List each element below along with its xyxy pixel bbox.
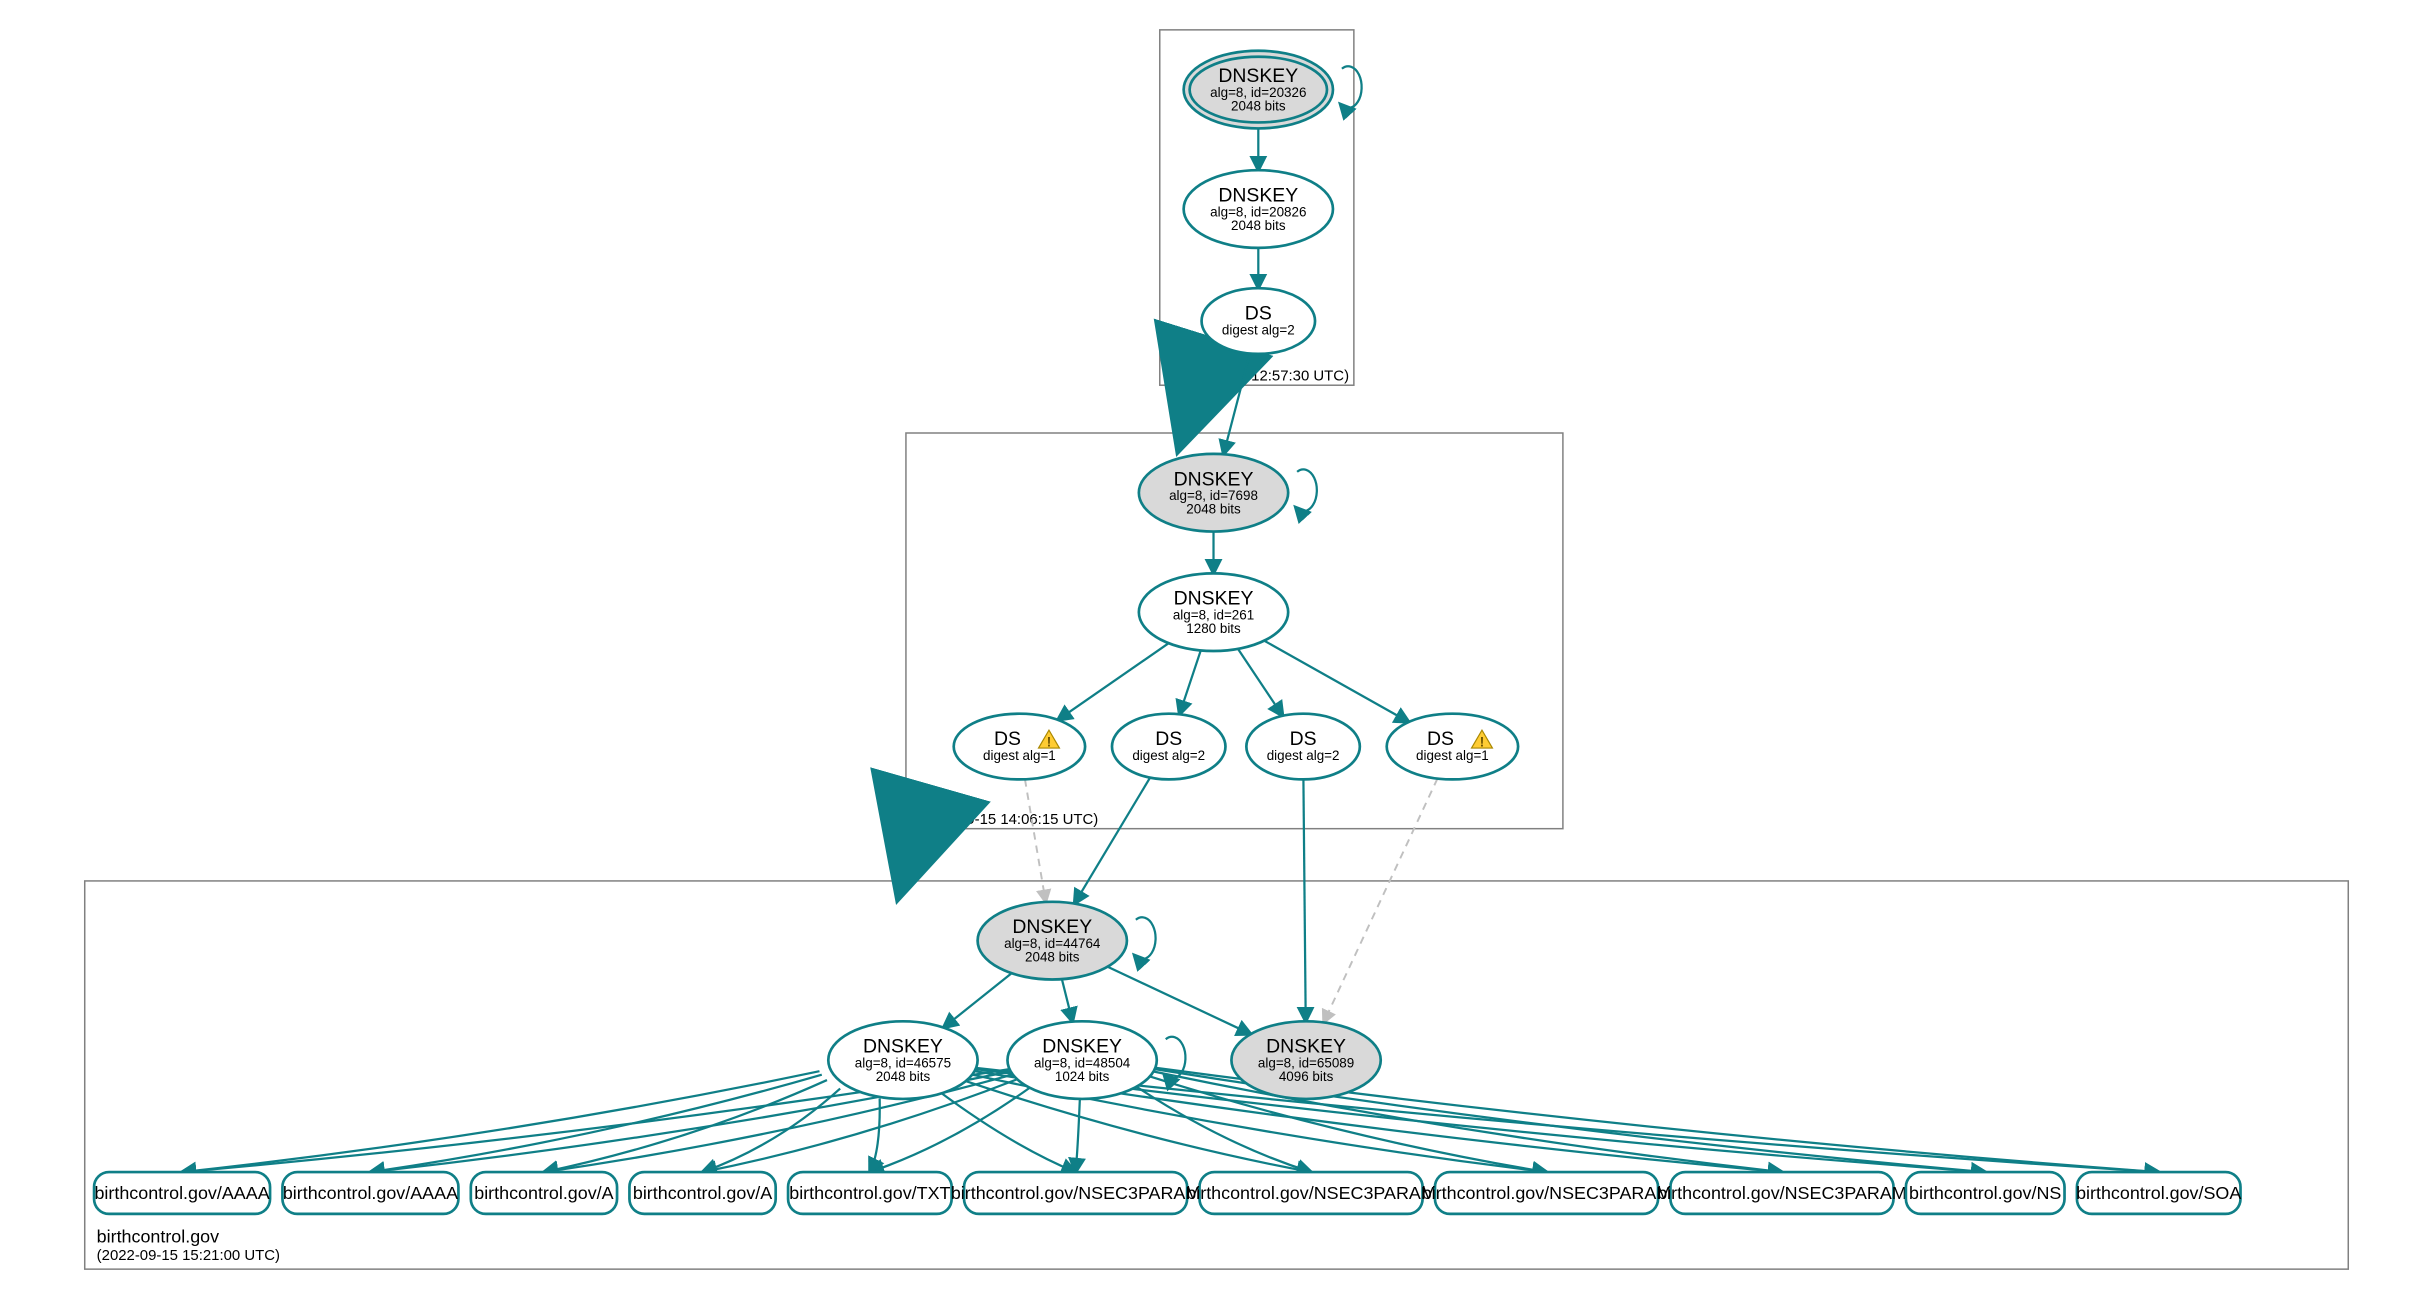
node-title: DNSKEY: [1218, 185, 1298, 207]
rrset-l8: birthcontrol.gov/NSEC3PARAM: [1657, 1172, 1906, 1214]
rrset-l2: birthcontrol.gov/A: [471, 1172, 617, 1214]
node-detail: digest alg=1: [1416, 748, 1489, 763]
node-detail: 2048 bits: [876, 1069, 931, 1084]
rrset-label: birthcontrol.gov/NS: [1909, 1183, 2061, 1203]
edge: [1058, 643, 1169, 720]
rrset-l1: birthcontrol.gov/AAAA: [282, 1172, 458, 1214]
self-sign-loop: [1134, 917, 1155, 959]
zone-timestamp: (2022-09-15 14:06:15 UTC): [915, 811, 1098, 828]
node-title: DNSKEY: [1012, 916, 1092, 938]
dnssec-diagram: .(2022-09-15 12:57:30 UTC)gov(2022-09-15…: [0, 0, 2433, 1299]
zone-label: birthcontrol.gov: [97, 1226, 219, 1246]
zone-delegation-arrow: [1184, 385, 1199, 433]
rrset-l5: birthcontrol.gov/NSEC3PARAM: [951, 1172, 1200, 1214]
edge: [1264, 641, 1409, 722]
node-title: DNSKEY: [1042, 1036, 1122, 1058]
self-sign-loop: [1340, 66, 1361, 108]
node-gov-ds4: DSdigest alg=1!: [1387, 714, 1518, 780]
node-gov-zsk: DNSKEYalg=8, id=2611280 bits: [1139, 573, 1288, 651]
edge: [1238, 649, 1283, 716]
node-title: DS: [1155, 728, 1182, 750]
zone-label: gov: [915, 790, 944, 810]
node-title: DS: [1427, 728, 1454, 750]
node-root-ds: DSdigest alg=2: [1202, 288, 1315, 354]
rrset-l6: birthcontrol.gov/NSEC3PARAM: [1186, 1172, 1435, 1214]
node-detail: 2048 bits: [1025, 950, 1080, 965]
rrset-label: birthcontrol.gov/AAAA: [94, 1183, 269, 1203]
node-detail: 1280 bits: [1186, 621, 1241, 636]
node-detail: digest alg=2: [1222, 322, 1295, 337]
svg-text:!: !: [1047, 735, 1051, 750]
edge: [1062, 979, 1073, 1021]
zone-label: .: [1166, 347, 1171, 367]
node-detail: digest alg=2: [1267, 748, 1340, 763]
node-bc-zsk1: DNSKEYalg=8, id=465752048 bits: [828, 1021, 977, 1099]
rrset-l9: birthcontrol.gov/NS: [1906, 1172, 2065, 1214]
self-sign-loop: [1296, 469, 1317, 511]
rrset-l7: birthcontrol.gov/NSEC3PARAM: [1422, 1172, 1671, 1214]
node-gov-ksk: DNSKEYalg=8, id=76982048 bits: [1139, 454, 1288, 532]
svg-text:!: !: [1480, 735, 1484, 750]
node-title: DS: [1245, 303, 1272, 325]
node-bc-ksk2: DNSKEYalg=8, id=650894096 bits: [1231, 1021, 1380, 1099]
zone-timestamp: (2022-09-15 12:57:30 UTC): [1166, 368, 1349, 385]
rrset-label: birthcontrol.gov/NSEC3PARAM: [1422, 1183, 1671, 1203]
node-detail: 4096 bits: [1279, 1069, 1334, 1084]
node-gov-ds2: DSdigest alg=2: [1112, 714, 1225, 780]
edge-to-rrset: [1076, 1099, 1080, 1172]
node-bc-ksk: DNSKEYalg=8, id=447642048 bits: [978, 902, 1127, 980]
node-gov-ds3: DSdigest alg=2: [1246, 714, 1359, 780]
rrset-label: birthcontrol.gov/A: [633, 1183, 772, 1203]
node-title: DS: [1290, 728, 1317, 750]
edge: [1025, 779, 1046, 902]
node-detail: digest alg=1: [983, 748, 1056, 763]
node-detail: 2048 bits: [1186, 502, 1241, 517]
rrset-label: birthcontrol.gov/SOA: [2076, 1183, 2241, 1203]
rrset-label: birthcontrol.gov/NSEC3PARAM: [951, 1183, 1200, 1203]
edge-to-rrset: [370, 1075, 821, 1172]
rrset-label: birthcontrol.gov/NSEC3PARAM: [1657, 1183, 1906, 1203]
node-root-ksk: DNSKEYalg=8, id=203262048 bits: [1184, 51, 1333, 129]
node-detail: 2048 bits: [1231, 218, 1286, 233]
rrset-l4: birthcontrol.gov/TXT: [788, 1172, 952, 1214]
node-title: DNSKEY: [1174, 468, 1254, 490]
node-title: DNSKEY: [1174, 588, 1254, 610]
node-bc-zsk2: DNSKEYalg=8, id=485041024 bits: [1007, 1021, 1156, 1099]
node-title: DNSKEY: [863, 1036, 943, 1058]
edge: [1179, 650, 1200, 714]
rrset-label: birthcontrol.gov/NSEC3PARAM: [1186, 1183, 1435, 1203]
node-title: DNSKEY: [1266, 1036, 1346, 1058]
rrset-l0: birthcontrol.gov/AAAA: [94, 1172, 270, 1214]
node-root-zsk: DNSKEYalg=8, id=208262048 bits: [1184, 170, 1333, 248]
node-detail: 1024 bits: [1055, 1069, 1110, 1084]
rrset-label: birthcontrol.gov/TXT: [789, 1183, 950, 1203]
edge: [1303, 779, 1305, 1021]
edge: [1108, 967, 1251, 1034]
edge: [1074, 778, 1150, 904]
node-detail: 2048 bits: [1231, 98, 1286, 113]
node-title: DNSKEY: [1218, 65, 1298, 87]
edge: [944, 973, 1012, 1027]
zone-delegation-arrow: [903, 829, 918, 881]
node-title: DS: [994, 728, 1021, 750]
rrset-l3: birthcontrol.gov/A: [629, 1172, 775, 1214]
rrset-label: birthcontrol.gov/AAAA: [283, 1183, 458, 1203]
edge: [1324, 779, 1438, 1023]
edge-to-rrset: [544, 1080, 827, 1172]
zone-timestamp: (2022-09-15 15:21:00 UTC): [97, 1247, 280, 1264]
rrset-l10: birthcontrol.gov/SOA: [2076, 1172, 2241, 1214]
rrset-label: birthcontrol.gov/A: [474, 1183, 613, 1203]
node-gov-ds1: DSdigest alg=1!: [954, 714, 1085, 780]
node-detail: digest alg=2: [1132, 748, 1205, 763]
